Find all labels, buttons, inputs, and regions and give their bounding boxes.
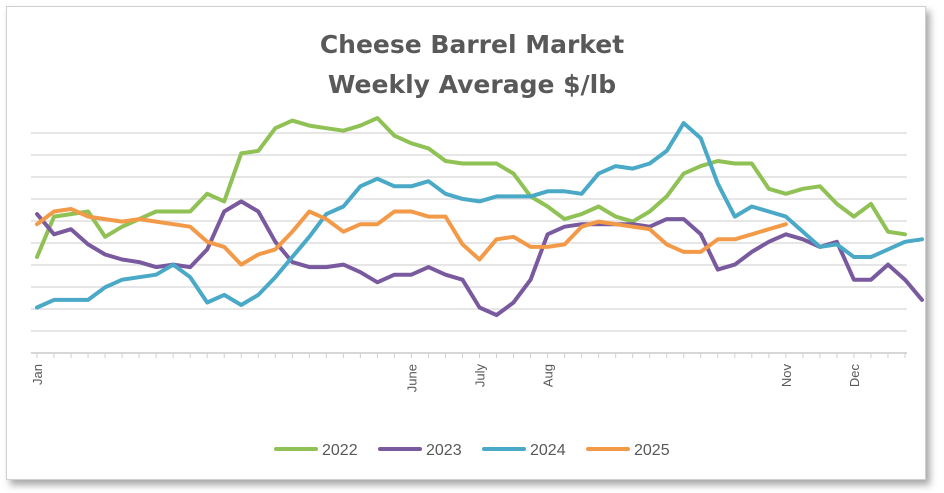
legend-label-2024: 2024 xyxy=(530,442,566,459)
x-tick-label: Nov xyxy=(779,364,794,388)
x-tick-label: Jan xyxy=(30,364,45,385)
x-tick-label: July xyxy=(473,364,488,388)
x-tick-label: Dec xyxy=(847,364,862,388)
series-line-2024 xyxy=(35,121,924,310)
legend-label-2022: 2022 xyxy=(322,442,358,459)
series-line-2025 xyxy=(35,207,788,267)
chart-subtitle: Weekly Average $/lb xyxy=(327,70,617,99)
x-axis: Jan June July Aug Nov Dec xyxy=(30,352,907,392)
legend: 2022 2023 2024 2025 xyxy=(274,442,670,459)
series-line-2022 xyxy=(35,116,907,259)
chart-title: Cheese Barrel Market xyxy=(319,30,625,59)
legend-label-2023: 2023 xyxy=(426,442,462,459)
x-tick-label: Aug xyxy=(541,364,556,387)
x-tick-label: June xyxy=(404,364,419,392)
series-line-2023 xyxy=(35,199,924,318)
series-lines xyxy=(35,116,924,318)
legend-label-2025: 2025 xyxy=(634,442,670,459)
gridlines xyxy=(31,132,907,354)
